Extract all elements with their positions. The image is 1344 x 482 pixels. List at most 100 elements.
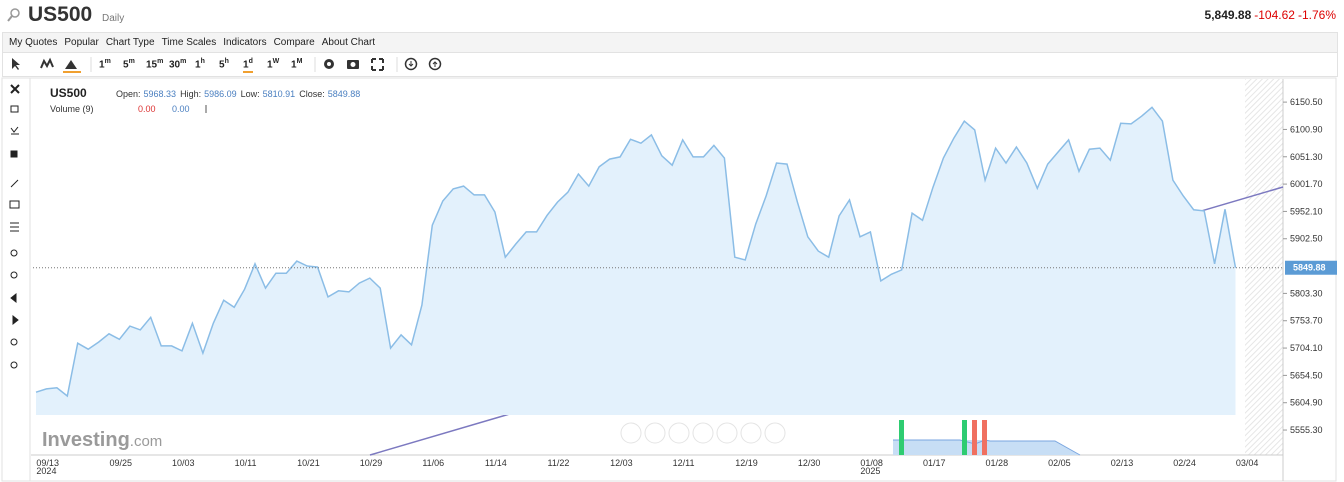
last-price-tag	[1285, 260, 1337, 275]
reset-tool[interactable]	[10, 361, 18, 369]
y-tick-label: 5952.10	[1290, 206, 1323, 216]
symbol: US500	[28, 3, 93, 26]
x-tick-label: 09/13 2024	[36, 458, 59, 476]
nav-button[interactable]	[764, 422, 786, 444]
y-tick-label: 5704.10	[1290, 343, 1323, 353]
timeframe-number: 30	[169, 59, 181, 71]
ohlc-value: 5986.09	[204, 89, 237, 99]
rect-tool[interactable]	[9, 200, 20, 209]
timeframe-number: 1	[267, 59, 273, 71]
timeframe-unit: m	[104, 58, 111, 65]
magnet-tool[interactable]	[10, 338, 18, 346]
x-tick-label: 10/11	[235, 458, 257, 468]
menu-item[interactable]: My Quotes	[9, 37, 58, 48]
timeframe[interactable]: 1m	[99, 58, 111, 70]
close-tool[interactable]	[10, 84, 20, 94]
x-tick-label: 02/05	[1048, 458, 1071, 468]
ohlc-value: 5968.33	[144, 89, 177, 99]
y-tick-label: 5803.30	[1290, 288, 1323, 298]
fib-tool[interactable]	[10, 222, 19, 232]
area	[36, 107, 1236, 416]
fullscreen-icon[interactable]	[371, 58, 384, 71]
x-tick-label: 12/11	[673, 458, 695, 468]
timeframe-number: 15	[146, 59, 158, 71]
nav-button[interactable]	[668, 422, 690, 444]
toolbar-icons	[12, 57, 442, 73]
select-tool[interactable]	[10, 105, 19, 113]
cursor-icon[interactable]	[12, 58, 20, 70]
timeframe-number: 1	[99, 59, 105, 71]
timeframe[interactable]: 1h	[195, 58, 205, 70]
volume-bar	[899, 420, 904, 455]
timeframe-unit: d	[248, 58, 253, 65]
future-zone	[1245, 79, 1283, 455]
x-tick-label: 09/25	[109, 458, 132, 468]
upload-icon[interactable]	[428, 57, 442, 71]
menu-item[interactable]: Time Scales	[161, 37, 217, 48]
timeframe[interactable]: 5m	[123, 58, 135, 70]
timeframe-unit: m	[180, 58, 187, 65]
menu-item[interactable]: About Chart	[321, 37, 376, 48]
timeframe[interactable]: 15m	[146, 58, 163, 70]
y-tick-label: 6150.50	[1290, 97, 1323, 107]
ohlc-label: High:	[180, 89, 201, 99]
y-tick-label: 5604.90	[1290, 398, 1323, 408]
timeframe[interactable]: 30m	[169, 58, 186, 70]
legend: US500 Open: 5968.33 High: 5986.09 Low: 5810.91…	[50, 86, 360, 114]
nav-button[interactable]	[692, 422, 714, 444]
timeframe[interactable]: 5h	[219, 58, 229, 70]
timeframe-unit: m	[128, 58, 135, 65]
volume-bar	[962, 420, 967, 455]
timeframe-unit: h	[200, 58, 205, 65]
forward-tool[interactable]	[12, 314, 19, 326]
x-tick-label: 10/03	[172, 458, 195, 468]
menu-item[interactable]: Indicators	[223, 37, 267, 48]
settings-hole	[327, 62, 331, 66]
ohlc-label: Low:	[241, 89, 260, 99]
timeframe-unit: M	[296, 58, 303, 65]
volume-panel	[893, 420, 1081, 456]
x-tick-label: 11/22	[548, 458, 570, 468]
nav-button[interactable]	[620, 422, 642, 444]
menu-item[interactable]: Popular	[64, 37, 99, 48]
crosshair-tool[interactable]	[10, 126, 19, 135]
price: 5,849.88	[1204, 8, 1252, 22]
back-tool[interactable]	[10, 292, 17, 304]
download-icon[interactable]	[404, 57, 418, 71]
x-tick-label: 11/14	[485, 458, 507, 468]
x-tick-label: 10/21	[297, 458, 320, 468]
line-icon[interactable]	[40, 57, 54, 69]
nav-button[interactable]	[644, 422, 666, 444]
timeframe[interactable]: 1W	[267, 58, 279, 70]
zoom-out-tool[interactable]	[10, 271, 18, 279]
ohlc-value: 5810.91	[263, 89, 296, 99]
y-tick-label: 5654.50	[1290, 370, 1323, 380]
area-icon[interactable]	[65, 60, 77, 69]
copy-tool[interactable]	[10, 150, 18, 158]
price-line	[35, 106, 1237, 398]
volume-bar	[982, 420, 987, 455]
timeframe[interactable]: 1M	[291, 58, 302, 70]
nav-button[interactable]	[716, 422, 738, 444]
y-tick-label: 5555.30	[1290, 425, 1323, 435]
watermark: Investing.com	[42, 429, 162, 451]
x-tick-label: 02/24	[1173, 458, 1196, 468]
zoom-in-tool[interactable]	[10, 249, 18, 257]
nav-button[interactable]	[740, 422, 762, 444]
x-tick-label: 03/04	[1236, 458, 1259, 468]
menu-item[interactable]: Chart Type	[105, 37, 155, 48]
timeframe-number: 5	[123, 59, 129, 71]
search-icon[interactable]	[6, 7, 22, 23]
x-tick-label: 01/28	[986, 458, 1009, 468]
x-tick-label: 12/03	[610, 458, 633, 468]
camera-lens	[350, 62, 356, 67]
trendline-tool[interactable]	[10, 179, 19, 188]
drawing-tools	[9, 84, 20, 369]
menu-item[interactable]: Compare	[273, 37, 315, 48]
download-arrow	[408, 61, 414, 67]
timeframe-number: 1	[291, 59, 297, 71]
x-tick-label: 12/19	[735, 458, 758, 468]
header: US500 Daily 5,849.88 -104.62 -1.76%	[0, 0, 1344, 31]
timeframe[interactable]: 1d	[243, 58, 253, 74]
